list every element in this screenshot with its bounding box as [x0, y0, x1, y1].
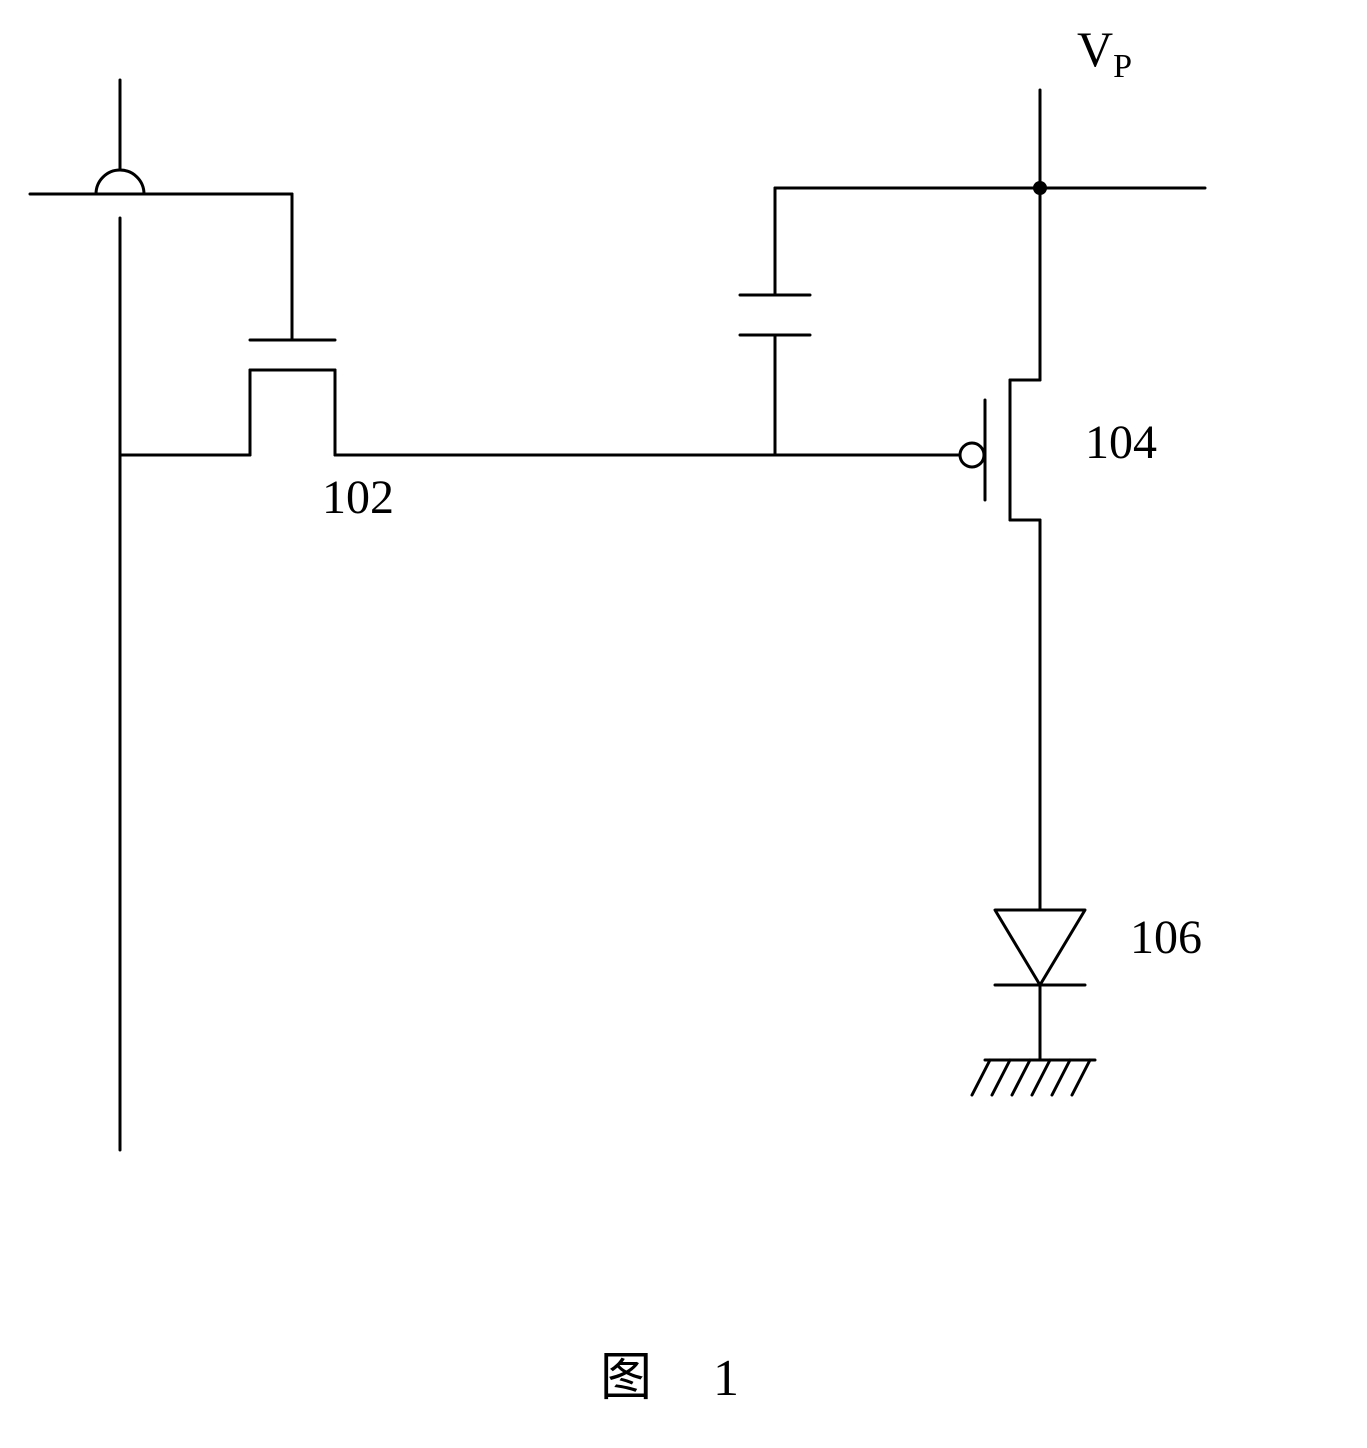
- data-hop-arc: [96, 170, 144, 194]
- label-104: 104: [1085, 415, 1157, 470]
- circuit-canvas: VP 102 104 106 图 1: [0, 0, 1367, 1448]
- label-vp: VP: [1077, 20, 1132, 86]
- circuit-svg: [0, 0, 1367, 1448]
- ground-hatch: [1052, 1060, 1070, 1095]
- ground-hatch: [1032, 1060, 1050, 1095]
- ground-hatch: [1072, 1060, 1090, 1095]
- ground-hatch: [992, 1060, 1010, 1095]
- label-102: 102: [322, 470, 394, 525]
- pmos-bubble-icon: [960, 443, 984, 467]
- vp-node-dot: [1033, 181, 1047, 195]
- caption: 图 1: [600, 1335, 763, 1410]
- ground-hatch: [972, 1060, 990, 1095]
- label-106: 106: [1130, 910, 1202, 965]
- diode-triangle-icon: [995, 910, 1085, 985]
- ground-hatch: [1012, 1060, 1030, 1095]
